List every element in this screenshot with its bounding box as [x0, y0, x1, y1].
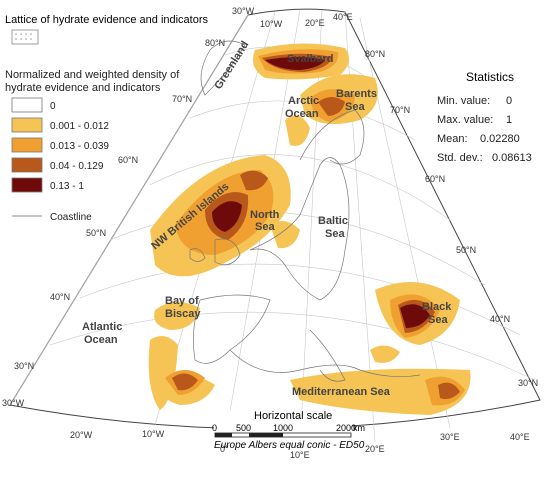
- lbl-w30-top: 30°W: [232, 6, 255, 16]
- lbl-e40-bot: 40°E: [510, 432, 530, 442]
- scale-unit: km: [353, 423, 365, 433]
- density-title-line1: Normalized and weighted density of: [5, 69, 180, 81]
- lbl-e20-top: 20°E: [305, 18, 325, 28]
- lbl-w10-bot: 10°W: [142, 429, 165, 439]
- lbl-n80-r: 80°N: [365, 49, 385, 59]
- stat-std-label: Std. dev.:: [437, 152, 483, 164]
- lbl-n40-r: 40°N: [490, 314, 510, 324]
- stat-std-value: 0.08613: [492, 152, 532, 164]
- lbl-n60-r: 60°N: [425, 174, 445, 184]
- region-north-1: North: [250, 209, 280, 221]
- lbl-n30-r: 30°N: [518, 378, 538, 388]
- lbl-n50-r: 50°N: [456, 245, 476, 255]
- lbl-n50-l: 50°N: [86, 228, 106, 238]
- region-black-2: Sea: [428, 314, 448, 326]
- legend-swatch-0: [11, 97, 43, 113]
- region-biscay-2: Biscay: [165, 308, 201, 320]
- lbl-w30-side: 30°W: [2, 398, 25, 408]
- region-baltic-2: Sea: [325, 228, 345, 240]
- stat-min-label: Min. value:: [437, 95, 490, 107]
- scale-tick-0: 0: [212, 423, 217, 433]
- region-baltic-1: Baltic: [318, 215, 348, 227]
- lbl-n70-r: 70°N: [390, 105, 410, 115]
- lbl-e40-top: 40°E: [333, 12, 353, 22]
- stat-mean-label: Mean:: [437, 133, 468, 145]
- lbl-n80-l: 80°N: [205, 38, 225, 48]
- coastline-legend-label: Coastline: [50, 212, 92, 223]
- region-atlantic-1: Atlantic: [82, 321, 122, 333]
- graticule-labels: 30°W 10°W 20°E 40°E 80°N 70°N 60°N 50°N …: [2, 6, 538, 460]
- region-black-1: Black: [422, 301, 452, 313]
- region-atlantic-2: Ocean: [84, 334, 118, 346]
- lattice-dots-icon: [15, 33, 32, 40]
- region-arctic-2: Ocean: [285, 108, 319, 120]
- scale-tick-2000: 2000: [336, 423, 356, 433]
- legend-swatch-1: [11, 117, 43, 133]
- legend-swatch-4: [11, 177, 43, 193]
- scale-bar: Horizontal scale 0 500 1000 2000 km Euro…: [212, 410, 365, 451]
- legend-swatch-3: [11, 157, 43, 173]
- coastline: [189, 40, 421, 382]
- lattice-title: Lattice of hydrate evidence and indicato…: [5, 14, 209, 26]
- scale-title: Horizontal scale: [254, 410, 332, 422]
- legend-label-2: 0.013 - 0.039: [50, 141, 109, 152]
- lbl-e30-bot: 30°E: [440, 432, 460, 442]
- lbl-w20-bot: 20°W: [70, 430, 93, 440]
- legend-label-3: 0.04 - 0.129: [50, 161, 104, 172]
- lbl-w10-top: 10°W: [260, 19, 283, 29]
- region-biscay-1: Bay of: [165, 295, 199, 307]
- lbl-e0-bot: 0°: [220, 444, 229, 454]
- scale-tick-1000: 1000: [273, 423, 293, 433]
- stat-max-value: 1: [506, 114, 512, 126]
- region-north-2: Sea: [255, 221, 275, 233]
- scale-tick-500: 500: [236, 423, 251, 433]
- lbl-n70-l: 70°N: [172, 94, 192, 104]
- legend-swatch-2: [11, 137, 43, 153]
- region-arctic-1: Arctic: [288, 95, 319, 107]
- stat-mean-value: 0.02280: [480, 133, 520, 145]
- projection-label: Europe Albers equal conic - ED50: [214, 440, 365, 451]
- region-svalbard: Svalbard: [287, 53, 333, 65]
- lbl-e20-bot: 20°E: [365, 444, 385, 454]
- lbl-n60-l: 60°N: [118, 155, 138, 165]
- density-title-line2: hydrate evidence and indicators: [5, 82, 161, 94]
- statistics-title: Statistics: [466, 70, 514, 84]
- stat-min-value: 0: [506, 95, 512, 107]
- lattice-swatch: [11, 29, 39, 45]
- legend-label-0: 0: [50, 101, 56, 112]
- region-barents-2: Sea: [345, 101, 365, 113]
- legend-label-1: 0.001 - 0.012: [50, 121, 109, 132]
- stat-max-label: Max. value:: [437, 114, 493, 126]
- region-med: Mediterranean Sea: [292, 386, 391, 398]
- legend-label-4: 0.13 - 1: [50, 181, 84, 192]
- lbl-n30-l: 30°N: [14, 361, 34, 371]
- legend-classes: 0 0.001 - 0.012 0.013 - 0.039 0.04 - 0.1…: [11, 97, 109, 193]
- lbl-e10-bot: 10°E: [290, 450, 310, 460]
- lbl-n40-l: 40°N: [50, 292, 70, 302]
- region-barents-1: Barents: [336, 88, 377, 100]
